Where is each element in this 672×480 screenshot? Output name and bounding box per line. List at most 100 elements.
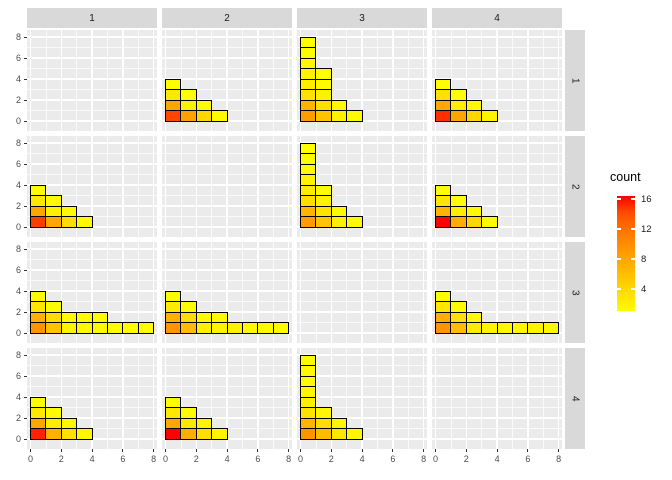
heat-tile xyxy=(60,216,78,228)
heat-tile xyxy=(60,428,78,440)
y-tick-label: 4 xyxy=(15,180,21,190)
heat-tile xyxy=(315,216,332,228)
gridline-major-h xyxy=(297,354,427,356)
y-tick-mark xyxy=(24,205,27,207)
heat-tile xyxy=(122,322,139,334)
x-tick-label: 4 xyxy=(224,454,230,464)
gridline-major-h xyxy=(432,396,562,398)
x-tick-mark xyxy=(60,449,62,452)
x-tick-label: 2 xyxy=(328,454,334,464)
gridline-minor-v xyxy=(512,136,513,237)
facet-panel-r2c1 xyxy=(27,136,157,237)
legend-tick-mark xyxy=(617,198,621,200)
x-tick-label: 8 xyxy=(286,454,292,464)
x-tick-label: 2 xyxy=(58,454,64,464)
gridline-major-v xyxy=(152,136,155,237)
x-tick-mark xyxy=(257,449,259,452)
gridline-minor-v xyxy=(137,30,139,131)
x-tick-label: 2 xyxy=(463,454,469,464)
y-tick-mark xyxy=(24,226,27,228)
facet-panel-r4c1 xyxy=(27,348,157,449)
gridline-minor-v xyxy=(377,242,378,343)
gridline-major-h xyxy=(297,375,427,377)
gridline-major-v xyxy=(164,136,167,237)
gridline-major-v xyxy=(29,30,32,131)
y-tick-label: 0 xyxy=(15,328,21,338)
gridline-major-v xyxy=(392,242,394,343)
heat-tile xyxy=(496,322,513,334)
heat-tile xyxy=(211,428,228,440)
x-tick-label: 4 xyxy=(89,454,95,464)
gridline-minor-v xyxy=(512,348,513,449)
gridline-major-h xyxy=(27,396,157,398)
heat-tile xyxy=(107,322,124,334)
y-tick-mark xyxy=(24,417,27,419)
gridline-minor-v xyxy=(407,348,409,449)
y-tick-mark xyxy=(24,354,27,356)
gridline-minor-v xyxy=(107,242,108,343)
gridline-major-v xyxy=(392,348,394,449)
gridline-major-h xyxy=(162,290,292,292)
x-tick-mark xyxy=(122,449,124,452)
gridline-major-h xyxy=(432,375,562,377)
facet-row-strip: 1 xyxy=(565,30,585,131)
heat-tile xyxy=(450,110,467,122)
gridline-minor-v xyxy=(542,242,544,343)
y-tick-label: 2 xyxy=(15,201,21,211)
facet-panel-r1c4 xyxy=(432,30,562,131)
gridline-major-h xyxy=(27,78,157,80)
heat-tile xyxy=(137,322,155,334)
legend-tick-label: 16 xyxy=(641,193,652,205)
gridline-major-v xyxy=(226,30,228,131)
facet-column-strip-label: 4 xyxy=(494,12,500,24)
gridline-minor-v xyxy=(242,30,243,131)
x-tick-mark xyxy=(465,449,467,452)
heat-tile xyxy=(315,110,332,122)
heat-tile xyxy=(481,322,498,334)
gridline-major-v xyxy=(422,136,425,237)
y-tick-mark xyxy=(24,311,27,313)
heat-tile xyxy=(30,216,47,228)
gridline-major-h xyxy=(162,163,292,165)
heat-tile xyxy=(76,428,93,440)
gridline-major-v xyxy=(392,30,394,131)
facet-panel-r2c2 xyxy=(162,136,292,237)
y-tick-label: 6 xyxy=(15,371,21,381)
facet-row-strip: 2 xyxy=(565,136,585,237)
gridline-minor-v xyxy=(346,348,348,449)
gridline-major-h xyxy=(27,184,157,186)
facet-panel-r2c3 xyxy=(297,136,427,237)
gridline-major-v xyxy=(527,30,529,131)
x-tick-mark xyxy=(361,449,363,452)
gridline-major-h xyxy=(432,290,562,292)
gridline-major-v xyxy=(299,242,302,343)
gridline-major-v xyxy=(422,348,425,449)
gridline-major-v xyxy=(122,348,124,449)
x-tick-mark xyxy=(527,449,529,452)
heat-tile xyxy=(76,216,93,228)
gridline-major-v xyxy=(122,136,124,237)
gridline-major-v xyxy=(226,242,228,343)
gridline-major-h xyxy=(297,184,427,186)
gridline-major-h xyxy=(27,269,157,271)
gridline-major-v xyxy=(496,348,498,449)
facet-row-strip-label: 2 xyxy=(569,183,581,190)
gridline-major-v xyxy=(257,242,259,343)
y-tick-label: 8 xyxy=(15,32,21,42)
gridline-major-v xyxy=(392,136,394,237)
y-tick-mark xyxy=(24,36,27,38)
facet-panel-r3c1 xyxy=(27,242,157,343)
gridline-minor-v xyxy=(211,242,213,343)
gridline-major-v xyxy=(226,348,228,449)
gridline-major-h xyxy=(162,184,292,186)
facet-row-strip-label: 3 xyxy=(569,289,581,296)
y-tick-mark xyxy=(24,438,27,440)
y-tick-label: 0 xyxy=(15,222,21,232)
y-tick-mark xyxy=(24,57,27,59)
heat-tile xyxy=(272,322,290,334)
heat-tile xyxy=(165,428,182,440)
legend-tick-label: 8 xyxy=(641,253,647,265)
x-tick-label: 4 xyxy=(494,454,500,464)
gridline-minor-v xyxy=(542,136,544,237)
heat-tile xyxy=(45,322,62,334)
